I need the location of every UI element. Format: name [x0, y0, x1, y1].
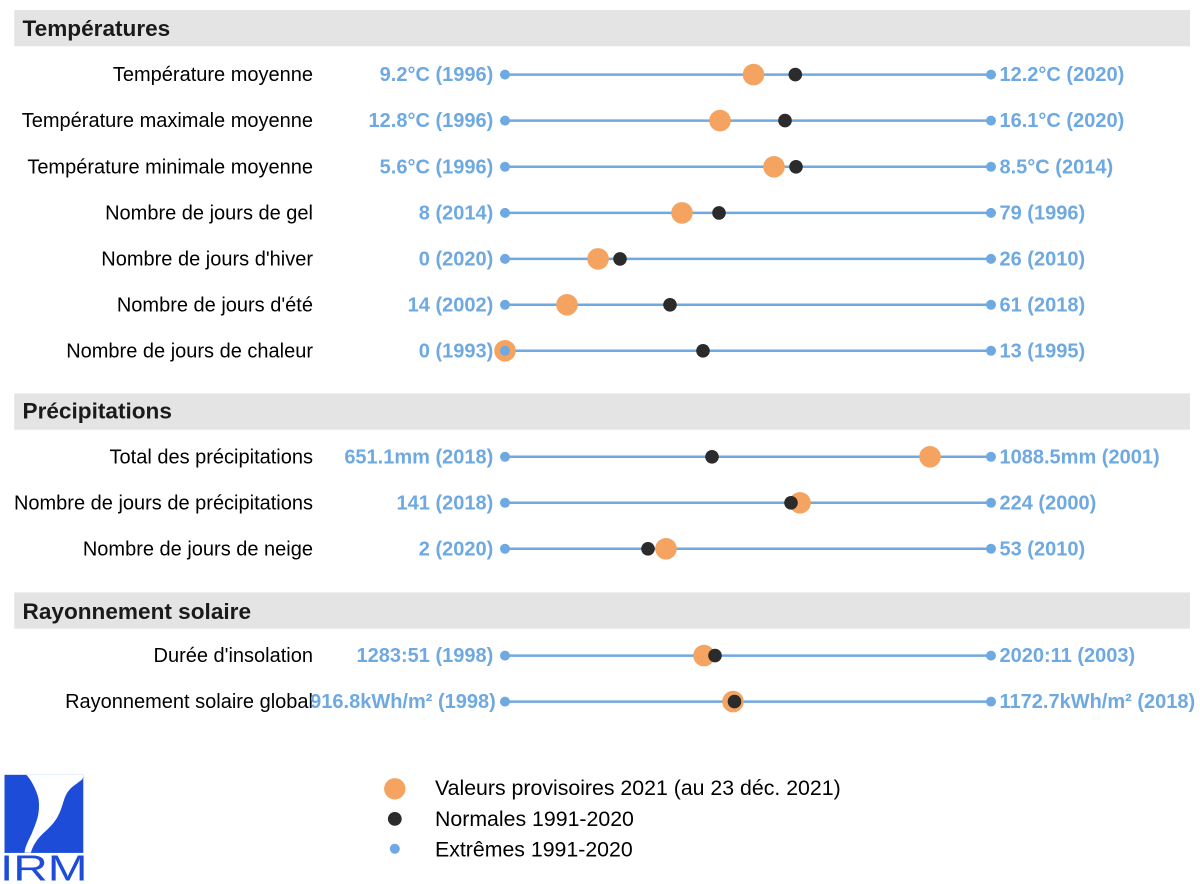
svg-text:8 (2014): 8 (2014) [419, 203, 494, 225]
svg-text:Extrêmes 1991-2020: Extrêmes 1991-2020 [435, 838, 633, 862]
svg-text:IRM: IRM [0, 848, 88, 884]
svg-text:Température minimale moyenne: Température minimale moyenne [27, 156, 313, 178]
svg-text:26 (2010): 26 (2010) [1000, 249, 1086, 271]
svg-text:61 (2018): 61 (2018) [1000, 294, 1086, 316]
svg-text:5.6°C (1996): 5.6°C (1996) [380, 156, 494, 178]
svg-text:12.2°C (2020): 12.2°C (2020) [1000, 64, 1125, 86]
svg-text:2 (2020): 2 (2020) [419, 538, 494, 560]
svg-text:Température maximale moyenne: Température maximale moyenne [22, 110, 313, 132]
svg-text:Valeurs provisoires 2021 (au 2: Valeurs provisoires 2021 (au 23 déc. 202… [435, 776, 841, 800]
svg-text:14 (2002): 14 (2002) [408, 294, 494, 316]
svg-text:Nombre de jours de gel: Nombre de jours de gel [105, 203, 313, 225]
svg-text:Rayonnement solaire global: Rayonnement solaire global [65, 691, 313, 713]
svg-text:0 (1993): 0 (1993) [419, 340, 494, 362]
svg-text:Rayonnement solaire: Rayonnement solaire [23, 599, 252, 624]
svg-text:53 (2010): 53 (2010) [1000, 538, 1086, 560]
svg-text:141 (2018): 141 (2018) [397, 492, 494, 514]
svg-text:Total des précipitations: Total des précipitations [110, 446, 313, 468]
svg-text:Nombre de jours de précipitati: Nombre de jours de précipitations [14, 492, 313, 514]
svg-text:Températures: Températures [23, 16, 171, 41]
svg-text:16.1°C (2020): 16.1°C (2020) [1000, 110, 1125, 132]
svg-text:1172.7kWh/m² (2018): 1172.7kWh/m² (2018) [1000, 691, 1196, 713]
svg-text:0 (2020): 0 (2020) [419, 249, 494, 271]
svg-text:Normales 1991-2020: Normales 1991-2020 [435, 807, 634, 831]
svg-text:13 (1995): 13 (1995) [1000, 340, 1086, 362]
svg-text:651.1mm (2018): 651.1mm (2018) [344, 446, 493, 468]
svg-text:1088.5mm (2001): 1088.5mm (2001) [1000, 446, 1160, 468]
svg-text:Précipitations: Précipitations [23, 398, 172, 423]
svg-text:2020:11 (2003): 2020:11 (2003) [1000, 645, 1136, 667]
svg-text:Nombre de jours d'été: Nombre de jours d'été [117, 294, 313, 316]
svg-text:Nombre de jours de chaleur: Nombre de jours de chaleur [66, 340, 313, 362]
svg-text:Température moyenne: Température moyenne [113, 64, 313, 86]
svg-text:79 (1996): 79 (1996) [1000, 203, 1086, 225]
svg-text:12.8°C (1996): 12.8°C (1996) [369, 110, 494, 132]
svg-text:Nombre de jours d'hiver: Nombre de jours d'hiver [101, 249, 313, 271]
svg-text:Durée d'insolation: Durée d'insolation [154, 645, 313, 667]
svg-text:9.2°C (1996): 9.2°C (1996) [380, 64, 494, 86]
svg-text:8.5°C (2014): 8.5°C (2014) [1000, 156, 1114, 178]
svg-text:224 (2000): 224 (2000) [1000, 492, 1097, 514]
svg-text:916.8kWh/m² (1998): 916.8kWh/m² (1998) [310, 691, 496, 713]
svg-text:Nombre de jours de neige: Nombre de jours de neige [83, 538, 313, 560]
svg-text:1283:51 (1998): 1283:51 (1998) [357, 645, 494, 667]
